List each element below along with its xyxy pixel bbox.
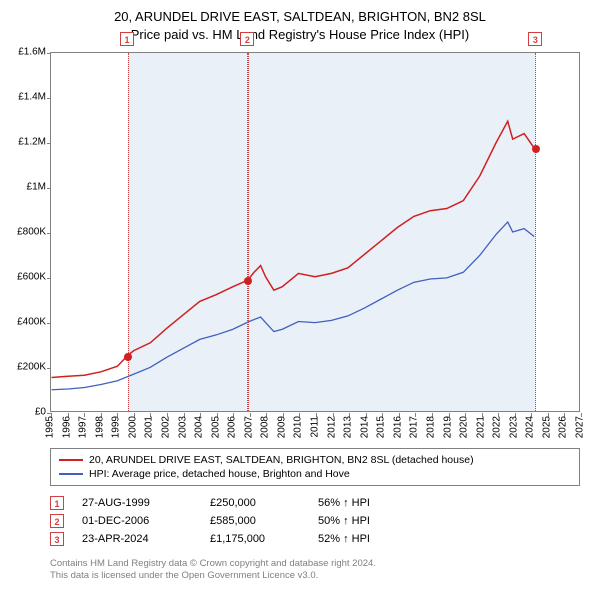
event-dot xyxy=(124,353,132,361)
x-axis-label: 1998 xyxy=(94,416,105,438)
event-price: £250,000 xyxy=(210,497,300,509)
x-axis-label: 2024 xyxy=(525,416,536,438)
period-marker: 1 xyxy=(120,32,134,46)
x-axis-label: 2011 xyxy=(310,416,321,438)
legend-item-subject: 20, ARUNDEL DRIVE EAST, SALTDEAN, BRIGHT… xyxy=(59,453,571,467)
event-marker: 1 xyxy=(50,496,64,510)
x-axis-label: 2014 xyxy=(359,416,370,438)
x-axis-label: 2027 xyxy=(575,416,586,438)
event-date: 27-AUG-1999 xyxy=(82,497,192,509)
footer-attribution: Contains HM Land Registry data © Crown c… xyxy=(50,558,580,582)
x-axis-label: 2009 xyxy=(276,416,287,438)
series-line-subject xyxy=(51,121,534,377)
y-axis-label: £800K xyxy=(0,227,46,238)
plot-box xyxy=(50,52,580,412)
y-axis-label: £1.4M xyxy=(0,92,46,103)
legend-swatch xyxy=(59,473,83,475)
footer-line: This data is licensed under the Open Gov… xyxy=(50,570,580,582)
period-marker: 2 xyxy=(240,32,254,46)
title-subtitle: Price paid vs. HM Land Registry's House … xyxy=(10,26,590,44)
event-dot xyxy=(532,145,540,153)
y-axis-label: £1M xyxy=(0,182,46,193)
x-axis-label: 2022 xyxy=(492,416,503,438)
y-axis-label: £1.2M xyxy=(0,137,46,148)
event-price: £585,000 xyxy=(210,515,300,527)
event-date: 23-APR-2024 xyxy=(82,533,192,545)
event-row: 3 23-APR-2024 £1,175,000 52% ↑ HPI xyxy=(50,530,580,548)
y-axis-label: £400K xyxy=(0,317,46,328)
x-axis-label: 2015 xyxy=(376,416,387,438)
x-axis-label: 2000 xyxy=(127,416,138,438)
x-axis-label: 2006 xyxy=(227,416,238,438)
x-axis-label: 1996 xyxy=(61,416,72,438)
legend-swatch xyxy=(59,459,83,461)
legend-item-hpi: HPI: Average price, detached house, Brig… xyxy=(59,467,571,481)
series-line-hpi xyxy=(51,222,534,390)
x-axis-label: 2012 xyxy=(326,416,337,438)
x-axis-label: 2008 xyxy=(260,416,271,438)
x-axis-label: 2017 xyxy=(409,416,420,438)
x-axis-label: 2013 xyxy=(343,416,354,438)
period-marker: 3 xyxy=(528,32,542,46)
x-axis-label: 2010 xyxy=(293,416,304,438)
x-axis-label: 2025 xyxy=(541,416,552,438)
event-relative: 56% ↑ HPI xyxy=(318,497,370,509)
legend-label: HPI: Average price, detached house, Brig… xyxy=(89,468,350,480)
x-axis-label: 1999 xyxy=(111,416,122,438)
y-axis-label: £600K xyxy=(0,272,46,283)
x-axis-label: 2023 xyxy=(508,416,519,438)
x-axis-label: 2019 xyxy=(442,416,453,438)
x-axis-label: 2026 xyxy=(558,416,569,438)
y-axis-label: £0 xyxy=(0,407,46,418)
event-marker: 2 xyxy=(50,514,64,528)
events-table: 1 27-AUG-1999 £250,000 56% ↑ HPI 2 01-DE… xyxy=(50,494,580,548)
y-axis-label: £200K xyxy=(0,362,46,373)
x-axis-label: 2004 xyxy=(194,416,205,438)
x-axis-label: 1995 xyxy=(45,416,56,438)
event-relative: 52% ↑ HPI xyxy=(318,533,370,545)
y-axis-label: £1.6M xyxy=(0,47,46,58)
x-axis-label: 2020 xyxy=(459,416,470,438)
event-row: 1 27-AUG-1999 £250,000 56% ↑ HPI xyxy=(50,494,580,512)
x-axis-label: 2002 xyxy=(160,416,171,438)
x-axis-label: 2007 xyxy=(243,416,254,438)
event-price: £1,175,000 xyxy=(210,533,300,545)
x-axis-label: 2016 xyxy=(392,416,403,438)
x-axis-label: 2005 xyxy=(210,416,221,438)
title-address: 20, ARUNDEL DRIVE EAST, SALTDEAN, BRIGHT… xyxy=(10,8,590,26)
x-axis-label: 2003 xyxy=(177,416,188,438)
x-axis-label: 2001 xyxy=(144,416,155,438)
event-dot xyxy=(244,277,252,285)
event-date: 01-DEC-2006 xyxy=(82,515,192,527)
event-relative: 50% ↑ HPI xyxy=(318,515,370,527)
chart-area: £0£200K£400K£600K£800K£1M£1.2M£1.4M£1.6M… xyxy=(50,52,580,412)
legend-label: 20, ARUNDEL DRIVE EAST, SALTDEAN, BRIGHT… xyxy=(89,454,474,466)
legend: 20, ARUNDEL DRIVE EAST, SALTDEAN, BRIGHT… xyxy=(50,448,580,486)
chart-title-block: 20, ARUNDEL DRIVE EAST, SALTDEAN, BRIGHT… xyxy=(0,0,600,47)
x-axis-label: 1997 xyxy=(78,416,89,438)
x-axis-label: 2021 xyxy=(475,416,486,438)
x-axis-label: 2018 xyxy=(425,416,436,438)
event-row: 2 01-DEC-2006 £585,000 50% ↑ HPI xyxy=(50,512,580,530)
footer-line: Contains HM Land Registry data © Crown c… xyxy=(50,558,580,570)
event-marker: 3 xyxy=(50,532,64,546)
